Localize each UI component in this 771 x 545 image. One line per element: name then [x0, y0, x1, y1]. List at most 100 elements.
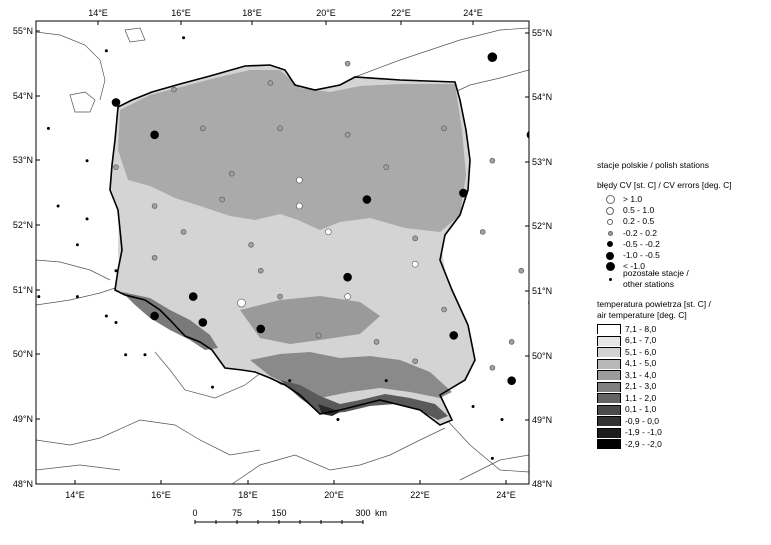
polish-stations-layer	[111, 52, 737, 385]
error-class-symbol-icon	[606, 206, 614, 215]
scale-bar-label: 150	[271, 508, 286, 518]
error-class-row: -0.5 - -0.2	[597, 239, 767, 250]
polish-station-marker	[412, 358, 418, 365]
temperature-swatch	[597, 335, 621, 346]
lon-label-top: 18°E	[242, 8, 262, 18]
other-stations-legend: pozostałe stacje / other stations	[597, 268, 767, 289]
error-classes-list: > 1.0 0.5 - 1.0 0.2 - 0.5 -0.2 - 0.2 -0.5 - …	[597, 194, 767, 272]
other-station-marker	[46, 126, 50, 130]
temperature-title-line-1: temperatura powietrza [st. C] /	[597, 299, 711, 310]
polish-station-marker	[229, 170, 235, 177]
temperature-class-label: -1,9 - -1,0	[625, 427, 662, 438]
other-station-marker	[336, 418, 340, 421]
error-class-label: 0.5 - 1.0	[623, 205, 655, 216]
relief-zones	[118, 70, 466, 420]
polish-station-marker	[344, 60, 351, 67]
polish-station-marker	[412, 235, 418, 242]
poland-border	[109, 64, 476, 426]
other-station-marker	[626, 470, 629, 473]
other-station-marker	[490, 456, 494, 460]
lon-label-top: 22°E	[391, 8, 411, 18]
central-lowland	[118, 185, 462, 330]
error-class-symbol-icon	[605, 262, 615, 272]
lon-label-bottom: 20°E	[324, 490, 344, 500]
temperature-class-label: -0,9 - 0,0	[625, 415, 660, 426]
lat-label-right: 51°N	[532, 286, 552, 296]
temperature-class-row: 2,1 - 3,0	[597, 381, 767, 393]
other-stations-label-2: other stations	[623, 279, 675, 290]
polish-station-marker	[479, 229, 486, 235]
temperature-class-label: 6,1 - 7,0	[625, 335, 657, 346]
other-stations-label-1: pozostałe stacje /	[623, 268, 689, 279]
temperature-class-label: 4,1 - 5,0	[625, 358, 657, 369]
error-class-row: < -1.0	[597, 261, 767, 272]
temperature-swatch	[597, 404, 621, 415]
polish-station-marker	[731, 93, 737, 99]
temperature-class-label: 3,1 - 4,0	[625, 369, 657, 380]
polish-station-marker	[267, 80, 274, 86]
lat-label-right: 49°N	[532, 415, 552, 425]
other-station-marker	[471, 405, 475, 409]
polish-station-marker	[324, 228, 332, 236]
polish-station-marker	[577, 81, 582, 86]
lat-label-right: 53°N	[532, 157, 552, 167]
temperature-swatch	[597, 416, 621, 427]
temperature-swatch	[597, 439, 621, 450]
temperature-swatch	[597, 393, 621, 404]
other-station-marker	[75, 295, 79, 299]
polish-station-marker	[489, 157, 496, 164]
polish-station-marker	[411, 260, 419, 268]
polish-station-marker	[614, 73, 622, 81]
other-station-marker	[143, 353, 147, 357]
other-station-marker	[124, 353, 128, 357]
other-station-marker	[0, 166, 2, 169]
lesser-poland-upland	[240, 296, 380, 344]
temperature-classes-list: 7,1 - 8,0 6,1 - 7,0 5,1 - 6,0 4,1 - 5,0 3,1 …	[597, 323, 767, 450]
error-class-row: 0.2 - 0.5	[597, 216, 767, 227]
error-class-label: -0.5 - -0.2	[623, 238, 660, 249]
temperature-swatch	[597, 427, 621, 438]
other-station-marker	[211, 385, 214, 389]
other-station-icon	[608, 277, 612, 281]
error-class-label: < -1.0	[623, 261, 645, 272]
error-class-symbol-icon	[607, 241, 613, 248]
errors-legend-title: błędy CV [st. C] / CV errors [deg. C]	[597, 180, 732, 190]
other-stations-layer	[0, 36, 629, 473]
lat-label-left: 51°N	[13, 285, 33, 295]
lat-label-right: 54°N	[532, 92, 552, 102]
temperature-class-row: 7,1 - 8,0	[597, 323, 767, 335]
polish-station-marker	[586, 126, 591, 131]
polish-station-marker	[257, 267, 264, 274]
polish-station-marker	[256, 324, 266, 334]
temperature-class-row: -2,9 - -2,0	[597, 438, 767, 450]
polish-station-marker	[459, 188, 468, 198]
other-station-marker	[182, 36, 186, 40]
germany-czech-border	[36, 286, 119, 306]
lat-label-right: 48°N	[532, 479, 552, 489]
other-station-marker	[0, 198, 2, 201]
polish-station-marker	[151, 203, 158, 209]
other-station-marker	[18, 243, 21, 246]
polish-station-marker	[586, 346, 591, 351]
temperature-legend-title: temperatura powietrza [st. C] / air temp…	[597, 299, 767, 321]
polish-station-marker	[344, 132, 351, 138]
ukraine-slovakia-border	[444, 417, 529, 473]
polish-station-marker	[383, 164, 390, 170]
polish-station-marker	[188, 292, 198, 301]
czech-austria-border	[36, 419, 261, 456]
polish-station-marker	[567, 165, 572, 170]
polish-station-marker	[441, 125, 447, 132]
belarus-lithuania-border	[454, 69, 529, 93]
error-class-row: -1.0 - -0.5	[597, 250, 767, 261]
hungary-south-border	[36, 464, 121, 471]
temperature-class-label: 2,1 - 3,0	[625, 381, 657, 392]
other-station-marker	[28, 192, 31, 195]
temperature-class-row: 3,1 - 4,0	[597, 369, 767, 381]
polish-station-marker	[441, 306, 447, 313]
lat-label-left: 52°N	[13, 220, 33, 230]
polish-station-marker	[507, 376, 516, 385]
error-class-label: 0.2 - 0.5	[623, 216, 655, 227]
error-class-label: -1.0 - -0.5	[623, 250, 660, 261]
lat-label-left: 48°N	[13, 479, 33, 489]
